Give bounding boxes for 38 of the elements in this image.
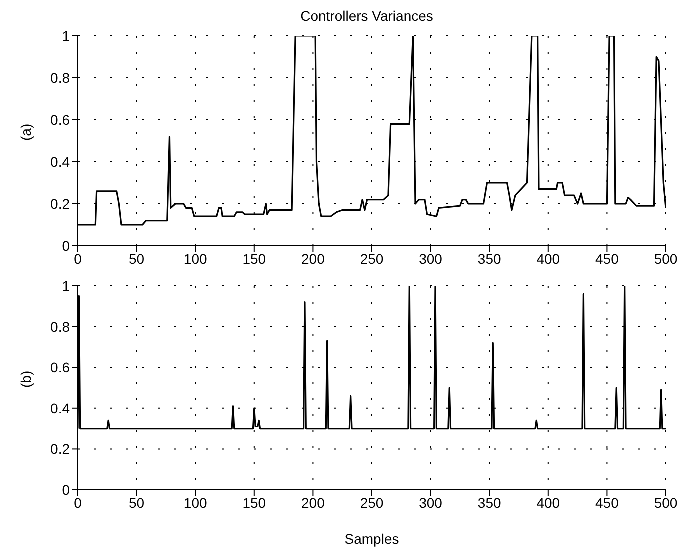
y-tick-label: 1 xyxy=(62,278,70,294)
y-axis-title: (a) xyxy=(18,124,34,141)
y-tick-label: 0.8 xyxy=(50,318,70,335)
x-tick-label: 200 xyxy=(302,494,326,511)
y-tick-label: 0 xyxy=(62,482,70,498)
x-tick-label: 450 xyxy=(596,494,620,511)
x-tick-label: 350 xyxy=(478,250,502,267)
y-tick-label: 1 xyxy=(62,28,70,44)
y-axis-title: (b) xyxy=(18,370,34,388)
x-tick-label: 300 xyxy=(419,494,443,511)
y-tick-label: 0.4 xyxy=(50,154,70,170)
x-tick-label: 150 xyxy=(242,250,266,267)
x-tick-label: 0 xyxy=(74,494,82,511)
y-tick-label: 0.8 xyxy=(50,70,70,86)
y-tick-label: 0.2 xyxy=(50,441,70,458)
y-tick-label: 0.6 xyxy=(50,360,70,376)
x-tick-label: 50 xyxy=(129,494,145,511)
y-tick-label: 0.2 xyxy=(50,196,70,212)
x-tick-label: 150 xyxy=(242,494,266,511)
x-tick-label: 400 xyxy=(536,250,560,267)
x-tick-label: 450 xyxy=(596,250,620,267)
x-tick-label: 250 xyxy=(360,250,384,267)
x-tick-label: 100 xyxy=(184,250,208,267)
x-tick-label: 50 xyxy=(129,250,145,267)
x-tick-label: 350 xyxy=(478,494,502,511)
x-tick-label: 300 xyxy=(419,250,443,267)
x-tick-label: 100 xyxy=(184,494,208,511)
y-tick-label: 0.6 xyxy=(50,112,70,128)
x-tick-label: 500 xyxy=(654,494,678,511)
x-tick-label: 400 xyxy=(536,494,560,511)
y-tick-label: 0 xyxy=(62,238,70,254)
x-tick-label: 0 xyxy=(74,250,82,267)
x-tick-label: 500 xyxy=(654,250,678,267)
chart-title: Controllers Variances xyxy=(300,8,434,26)
x-tick-label: 200 xyxy=(302,250,326,267)
y-tick-label: 0.4 xyxy=(50,400,70,416)
x-axis-title: Samples xyxy=(344,531,400,547)
x-tick-label: 250 xyxy=(360,494,384,511)
